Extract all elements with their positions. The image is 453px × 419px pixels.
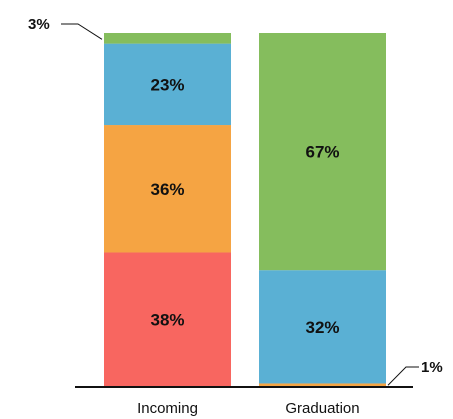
x-tick-label-incoming: Incoming — [137, 400, 198, 417]
data-label-incoming-3: 3% — [28, 16, 50, 33]
data-label-graduation-1: 1% — [421, 359, 443, 376]
bar-segment-graduation-1 — [259, 383, 386, 387]
bar-segment-graduation-3 — [259, 33, 386, 271]
bar-segment-incoming-3 — [104, 33, 231, 44]
bar-segment-incoming-2 — [104, 43, 231, 126]
bar-segment-incoming-0 — [104, 252, 231, 387]
bar-segment-graduation-2 — [259, 270, 386, 384]
callout-line-incoming-3 — [61, 23, 103, 40]
callout-line-graduation-1 — [387, 366, 419, 386]
data-label-incoming-0: 38% — [150, 311, 184, 330]
bar-segment-incoming-1 — [104, 125, 231, 253]
x-tick-label-graduation: Graduation — [285, 400, 359, 417]
data-label-graduation-3: 67% — [305, 143, 339, 162]
data-label-incoming-2: 23% — [150, 75, 184, 94]
data-label-incoming-1: 36% — [150, 180, 184, 199]
data-label-graduation-2: 32% — [305, 318, 339, 337]
